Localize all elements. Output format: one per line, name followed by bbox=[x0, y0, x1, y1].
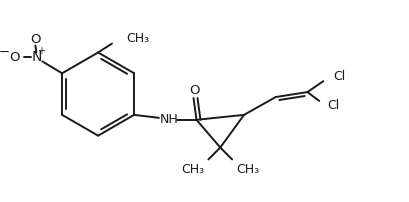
Text: CH₃: CH₃ bbox=[180, 163, 204, 176]
Text: O: O bbox=[189, 84, 199, 97]
Text: +: + bbox=[37, 46, 45, 57]
Text: Cl: Cl bbox=[326, 99, 339, 113]
Text: Cl: Cl bbox=[333, 70, 344, 83]
Text: CH₃: CH₃ bbox=[236, 163, 259, 176]
Text: O: O bbox=[9, 51, 20, 64]
Text: O: O bbox=[30, 33, 40, 46]
Text: NH: NH bbox=[159, 113, 178, 126]
Text: N: N bbox=[31, 50, 41, 64]
Text: CH₃: CH₃ bbox=[126, 32, 148, 45]
Text: −: − bbox=[0, 46, 10, 59]
